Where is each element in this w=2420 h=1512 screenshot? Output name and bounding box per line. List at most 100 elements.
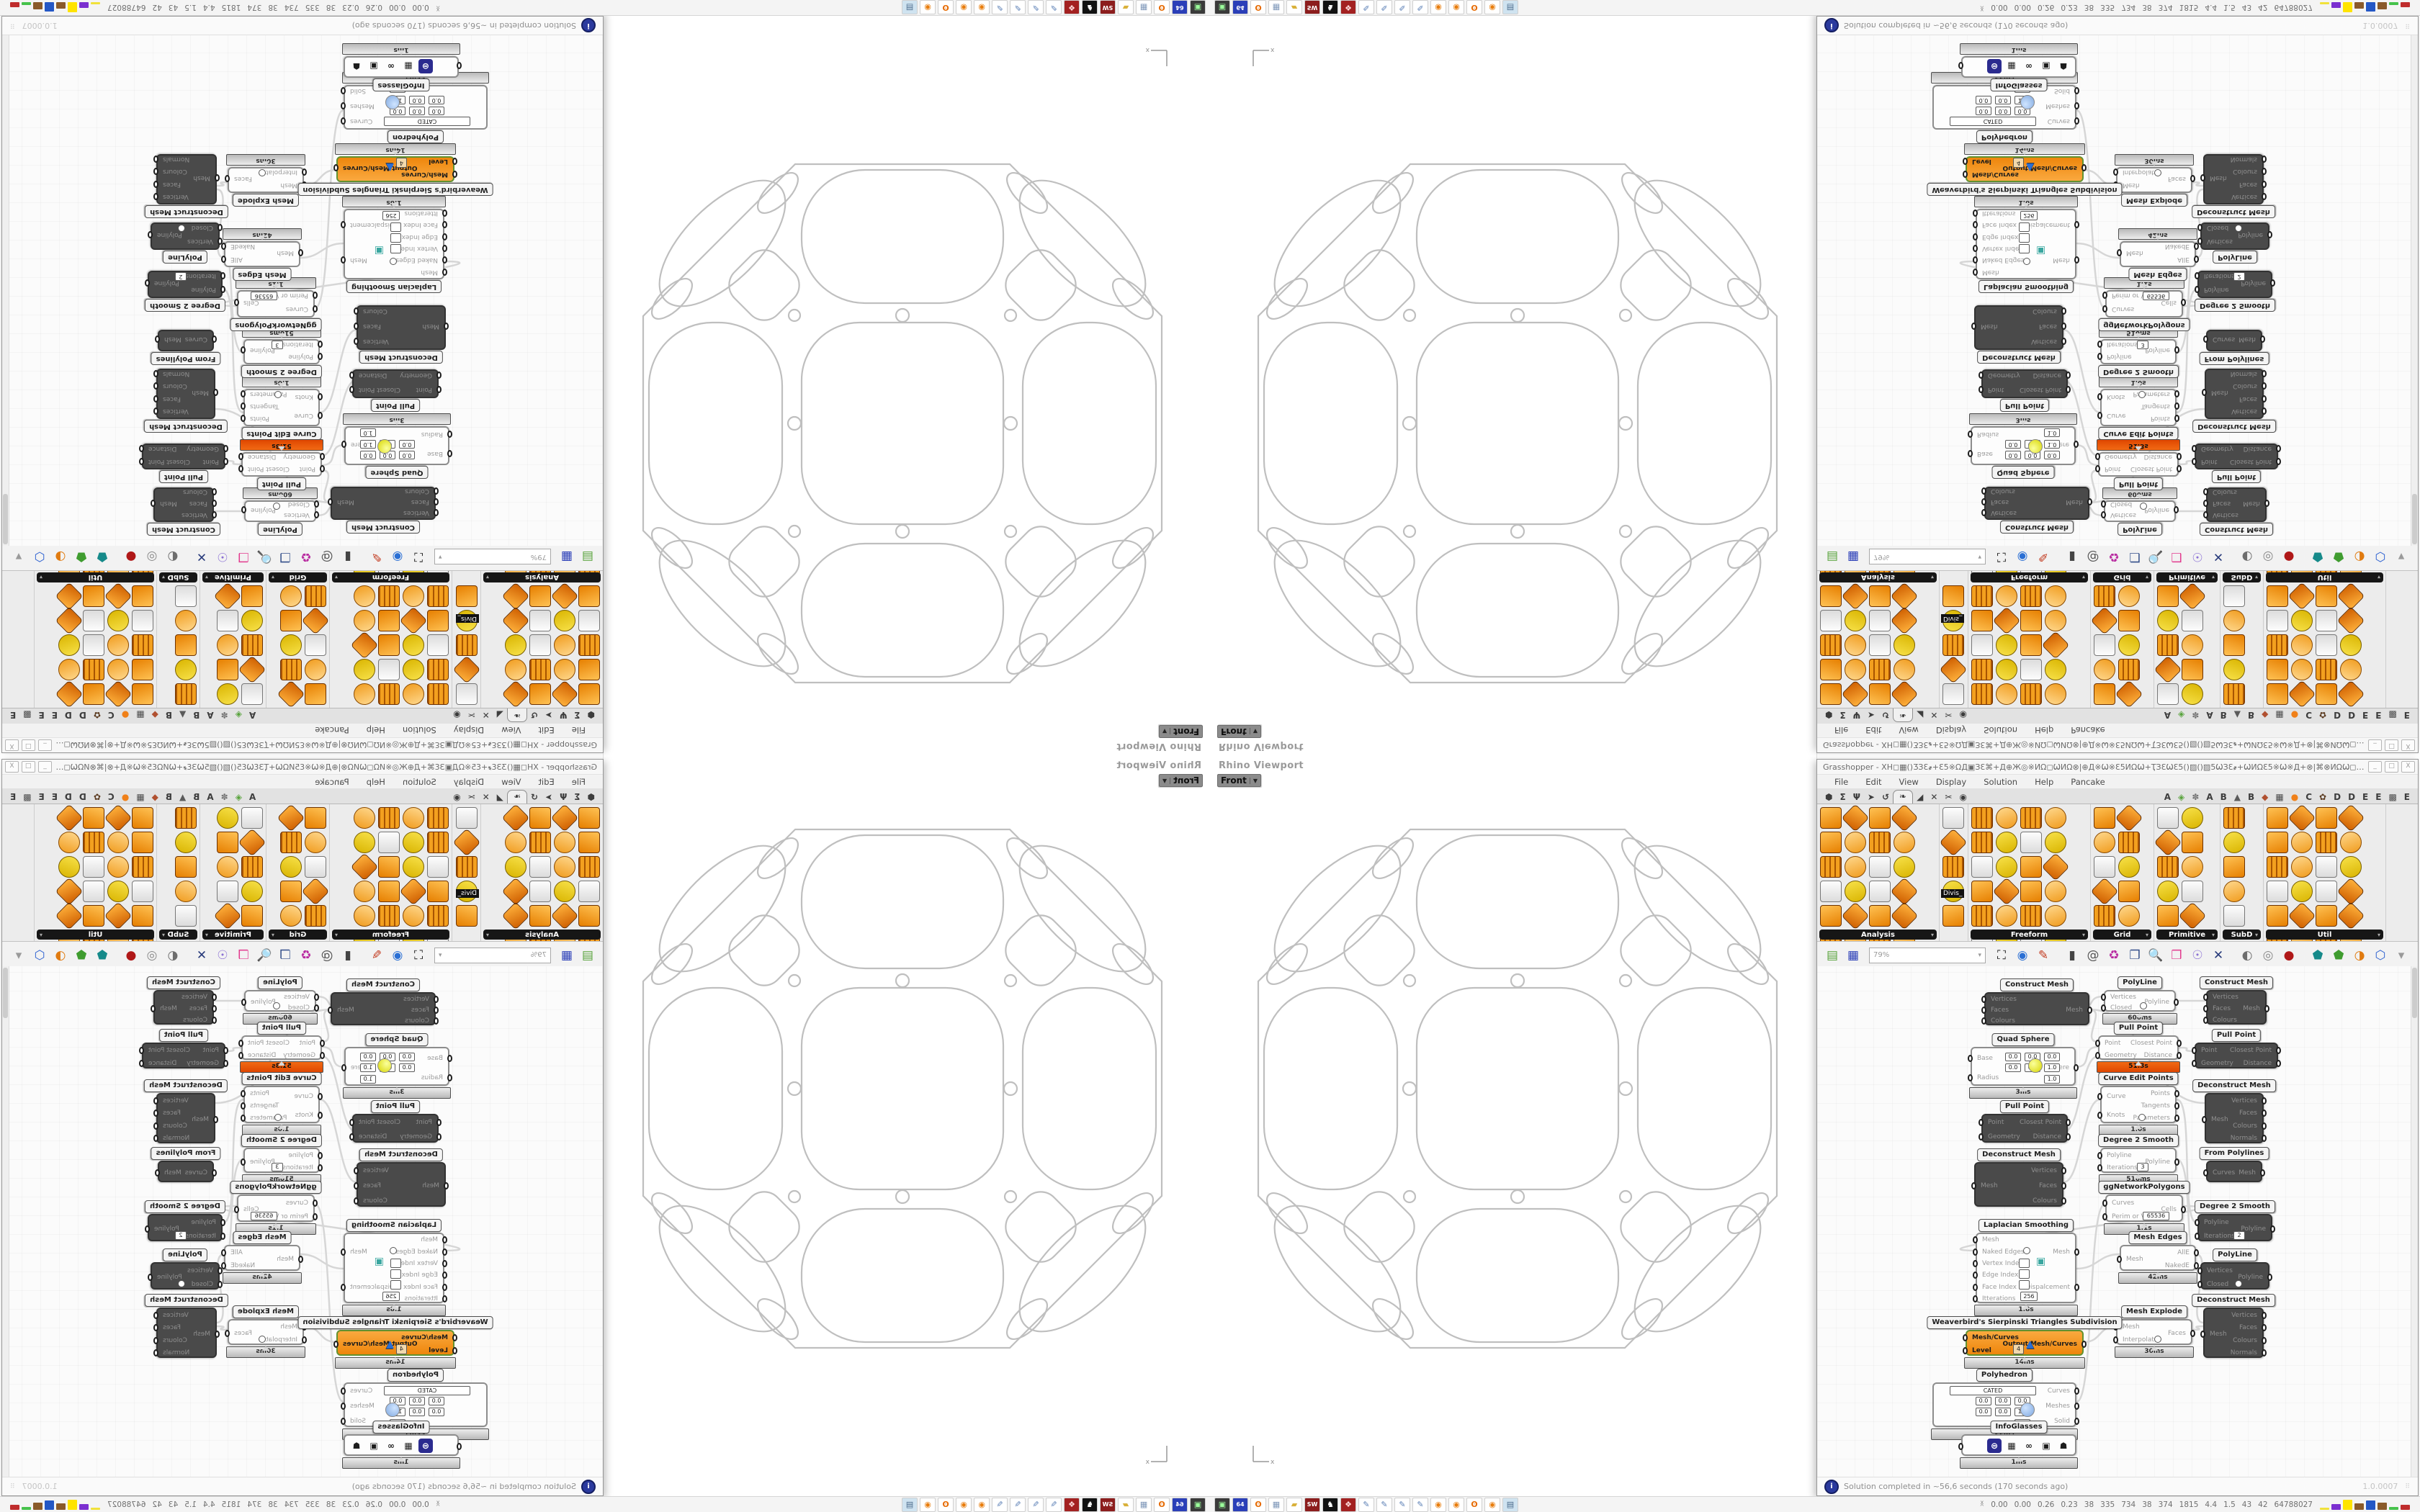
input-port[interactable] bbox=[1978, 386, 1984, 393]
plugin-tab-16[interactable]: ▩ bbox=[2388, 792, 2397, 802]
plugin-tab-11[interactable]: ✿ bbox=[2319, 792, 2327, 802]
node-weaverbird-s-sierpinski-triangles-subdivision[interactable]: Weaverbird's Sierpinski Triangles Subdiv… bbox=[297, 1316, 493, 1369]
cross-wires-icon[interactable]: ✕ bbox=[196, 948, 207, 963]
gem-blue-icon[interactable]: ⬡ bbox=[34, 549, 45, 564]
input-port[interactable] bbox=[2192, 1060, 2197, 1067]
rhino-viewport[interactable]: Rhino Viewport Front ▼ x bbox=[603, 756, 1210, 1496]
menu-pancake[interactable]: Pancake bbox=[2071, 725, 2105, 736]
component-icon[interactable] bbox=[2291, 659, 2313, 680]
component-icon[interactable] bbox=[2020, 683, 2042, 705]
component-icon[interactable] bbox=[354, 881, 375, 902]
palette-group-label[interactable]: Util ▾ bbox=[37, 572, 154, 582]
component-icon[interactable] bbox=[1845, 610, 1866, 631]
output-port[interactable] bbox=[341, 221, 346, 229]
zoom-extents-icon[interactable]: ⛶ bbox=[1997, 948, 2006, 963]
plugin-tab-3[interactable]: A bbox=[2206, 710, 2213, 720]
toggle-circle[interactable] bbox=[178, 225, 185, 232]
gem-orange-icon[interactable]: ◑ bbox=[2354, 948, 2365, 963]
node-mesh-edges[interactable]: Mesh Edges Mesh AllE NakedE 42ms bbox=[221, 1231, 303, 1284]
plugin-tab-14[interactable]: E bbox=[51, 792, 58, 802]
input-port[interactable] bbox=[447, 1054, 452, 1062]
input-port[interactable] bbox=[2203, 336, 2208, 343]
preview-shaded-icon[interactable]: ● bbox=[125, 549, 137, 564]
canvas-zoom-combo[interactable]: 79% ▾ bbox=[1869, 549, 1986, 565]
output-port[interactable] bbox=[155, 336, 160, 343]
input-port[interactable] bbox=[218, 1280, 223, 1288]
node-construct-mesh[interactable]: Construct Mesh Vertices Faces Colours Mesh bbox=[2199, 976, 2274, 1025]
firefox-app[interactable]: ʘ bbox=[1250, 0, 1266, 15]
component-icon[interactable] bbox=[2118, 659, 2140, 680]
value-box[interactable]: 0.0 bbox=[429, 1408, 444, 1416]
node-polyline[interactable]: PolyLine Vertices Closed Polyline 600ms bbox=[2101, 976, 2179, 1025]
output-port[interactable] bbox=[2260, 336, 2265, 343]
component-icon[interactable] bbox=[529, 832, 551, 853]
component-icon[interactable] bbox=[1996, 807, 2017, 829]
output-port[interactable] bbox=[354, 307, 359, 315]
input-port[interactable] bbox=[318, 393, 323, 400]
component-icon[interactable] bbox=[403, 634, 424, 656]
component-icon[interactable] bbox=[305, 659, 326, 680]
output-port[interactable] bbox=[341, 1248, 346, 1256]
plugin-tab-13[interactable]: D bbox=[2348, 710, 2356, 720]
value-box[interactable]: 0.0 bbox=[429, 1397, 444, 1405]
component-icon[interactable] bbox=[456, 807, 478, 829]
component-icon[interactable] bbox=[58, 659, 80, 680]
input-port[interactable] bbox=[1958, 1443, 1963, 1450]
scrollbar-thumb[interactable] bbox=[3, 968, 8, 1018]
blender-app-3[interactable]: ◉ bbox=[1484, 1497, 1500, 1512]
component-icon[interactable] bbox=[55, 877, 84, 906]
input-port[interactable] bbox=[1981, 1017, 1986, 1025]
component-icon[interactable] bbox=[175, 585, 197, 607]
value-box[interactable]: 0.0 bbox=[409, 1397, 425, 1405]
input-port[interactable] bbox=[1981, 509, 1986, 517]
input-port[interactable] bbox=[434, 498, 439, 505]
output-port[interactable] bbox=[354, 1182, 359, 1189]
component-icon[interactable] bbox=[241, 634, 263, 656]
component-icon[interactable] bbox=[241, 610, 263, 631]
gha-recycle-icon[interactable]: ♻ bbox=[2108, 549, 2120, 564]
gem-blue-icon[interactable]: ⬡ bbox=[2375, 549, 2386, 564]
component-icon[interactable] bbox=[107, 832, 129, 853]
value-box[interactable]: 2 bbox=[2233, 1231, 2245, 1240]
component-icon[interactable] bbox=[104, 804, 133, 832]
sketch-pen-icon[interactable]: ✎ bbox=[2038, 549, 2049, 564]
exit-door-icon[interactable]: ▮ bbox=[2069, 948, 2076, 963]
output-port[interactable] bbox=[341, 1417, 346, 1425]
grasshopper-titlebar[interactable]: Grasshopper - XH◻▦()ƷЗƐ҂+Ɛ5※ΩД▣ЗƐ⌘+Д⊕Ж◎※… bbox=[2, 760, 603, 775]
value-box[interactable] bbox=[390, 1269, 401, 1279]
sketch-pen-icon[interactable]: ✎ bbox=[371, 549, 382, 564]
component-icon[interactable] bbox=[241, 683, 263, 705]
component-icon[interactable] bbox=[83, 807, 104, 829]
component-icon[interactable] bbox=[217, 807, 238, 829]
input-port[interactable] bbox=[1973, 245, 1978, 253]
component-icon[interactable] bbox=[2094, 634, 2115, 656]
value-box[interactable]: 2 bbox=[175, 272, 187, 281]
component-icon[interactable] bbox=[2094, 683, 2115, 705]
gem-green-icon[interactable]: ⬟ bbox=[76, 549, 87, 564]
input-port[interactable] bbox=[442, 1259, 447, 1267]
palette-group-label[interactable]: Analysis ▾ bbox=[483, 572, 601, 582]
output-port[interactable] bbox=[145, 1225, 150, 1233]
resize-grip[interactable]: ⠿ bbox=[9, 22, 15, 30]
output-port[interactable] bbox=[2061, 1197, 2066, 1205]
resize-grip[interactable]: ⠿ bbox=[2405, 1482, 2411, 1490]
toggle-circle[interactable] bbox=[2235, 225, 2242, 232]
output-port[interactable] bbox=[153, 1097, 158, 1104]
node-pull-point[interactable]: Pull Point Point Geometry Closest Point Dist… bbox=[2095, 1022, 2182, 1073]
component-icon[interactable] bbox=[554, 634, 575, 656]
value-box[interactable] bbox=[2019, 233, 2030, 243]
input-port[interactable] bbox=[2102, 1199, 2107, 1207]
component-icon[interactable] bbox=[1890, 606, 1919, 635]
component-icon[interactable] bbox=[1996, 634, 2017, 656]
input-port[interactable] bbox=[1968, 1054, 1973, 1062]
output-port[interactable] bbox=[328, 498, 333, 505]
input-port[interactable] bbox=[213, 1116, 218, 1123]
component-icon[interactable] bbox=[217, 832, 238, 853]
value-box[interactable]: 1.0 bbox=[2044, 1075, 2060, 1084]
component-icon[interactable] bbox=[350, 631, 379, 660]
at-cluster-icon[interactable]: @ bbox=[321, 549, 333, 564]
component-icon[interactable] bbox=[2020, 610, 2042, 631]
component-icon[interactable] bbox=[403, 683, 424, 705]
input-port[interactable] bbox=[215, 174, 220, 181]
output-port[interactable] bbox=[241, 346, 246, 354]
